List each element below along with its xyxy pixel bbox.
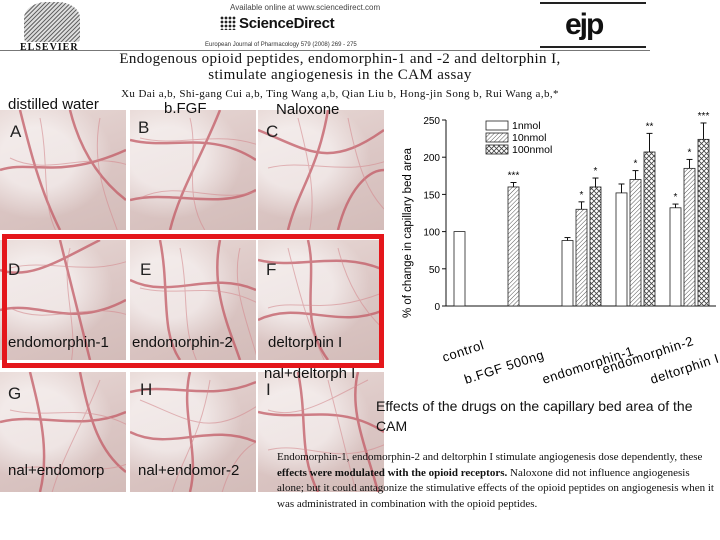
bar bbox=[453, 231, 466, 307]
vessel-pattern bbox=[0, 240, 126, 360]
y-axis-label: % of change in capillary bed area bbox=[402, 147, 414, 318]
significance-mark: * bbox=[688, 147, 692, 158]
category-label: control bbox=[440, 337, 486, 365]
bar bbox=[589, 186, 602, 307]
vessel-pattern bbox=[0, 110, 126, 230]
bar bbox=[683, 167, 696, 307]
authors-line: Xu Dai a,b, Shi-gang Cui a,b, Ting Wang … bbox=[121, 88, 559, 100]
description-bold: effects were modulated with the opioid r… bbox=[277, 466, 508, 479]
header-rule bbox=[0, 50, 650, 51]
vessel-pattern bbox=[130, 240, 256, 360]
elsevier-tree-icon bbox=[24, 2, 80, 42]
bar bbox=[629, 179, 642, 307]
legend-label: 1nmol bbox=[512, 120, 541, 132]
panel-label: deltorphin I bbox=[268, 334, 343, 351]
journal-reference: European Journal of Pharmacology 579 (20… bbox=[205, 42, 357, 48]
paper-title-line-1: Endogenous opioid peptides, endomorphin-… bbox=[119, 51, 561, 67]
y-tick-label: 50 bbox=[429, 265, 441, 276]
panel-letter: B bbox=[138, 118, 150, 137]
cam-photo-c: C bbox=[258, 110, 384, 230]
description-part-2: Naloxone did not influence angiogenesis … bbox=[277, 466, 714, 510]
y-tick-label: 0 bbox=[434, 302, 440, 313]
description-part-1: Endomorphin-1, endomorphin-2 and deltorp… bbox=[277, 451, 703, 463]
significance-mark: * bbox=[580, 190, 584, 201]
publisher-name: ELSEVIER bbox=[20, 42, 79, 53]
significance-mark: * bbox=[634, 159, 638, 170]
legend-swatch bbox=[485, 144, 509, 155]
elsevier-logo: ELSEVIER bbox=[20, 2, 84, 54]
platform-name: ScienceDirect bbox=[239, 15, 335, 32]
significance-mark: * bbox=[674, 192, 678, 203]
panel-letter: E bbox=[140, 260, 152, 279]
panel-letter: H bbox=[140, 380, 153, 399]
y-tick-label: 200 bbox=[423, 153, 440, 164]
significance-mark: ** bbox=[646, 121, 654, 132]
legend-label: 100nmol bbox=[512, 144, 552, 156]
y-tick-label: 250 bbox=[423, 116, 440, 127]
bar bbox=[615, 192, 628, 307]
bar bbox=[669, 207, 682, 307]
cam-photo-a: A bbox=[0, 110, 126, 230]
y-tick-label: 150 bbox=[423, 190, 440, 201]
panel-letter: C bbox=[266, 122, 279, 141]
panel-label: Naloxone bbox=[276, 101, 340, 118]
cam-photo-d: D bbox=[0, 240, 126, 360]
legend-label: 10nmol bbox=[512, 132, 546, 144]
ejp-logo: ejp bbox=[565, 8, 604, 41]
highlight-frame bbox=[2, 234, 384, 368]
capillary-area-chart: 0 50 100 150 200 250 % of change in capillary … bbox=[402, 111, 720, 387]
y-tick-label: 100 bbox=[423, 228, 440, 239]
vessel-pattern bbox=[258, 110, 384, 230]
panel-letter: I bbox=[266, 380, 271, 399]
panel-letter: G bbox=[8, 384, 22, 403]
vessel-pattern bbox=[130, 110, 256, 230]
vessel-pattern bbox=[130, 372, 256, 492]
panel-label: nal+endomorp bbox=[8, 462, 105, 479]
cam-photo-e: E bbox=[130, 240, 256, 360]
paper-title-line-2: stimulate angiogenesis in the CAM assay bbox=[208, 67, 472, 83]
legend-swatch bbox=[485, 132, 509, 143]
available-online-text: Available online at www.sciencedirect.co… bbox=[230, 3, 381, 12]
bar bbox=[697, 138, 710, 307]
bar bbox=[643, 151, 656, 307]
vessel-pattern bbox=[258, 240, 384, 360]
significance-mark: * bbox=[594, 166, 598, 177]
ejp-logo-frame bbox=[540, 2, 646, 48]
legend-swatch bbox=[485, 120, 509, 131]
bar bbox=[575, 208, 588, 307]
sciencedirect-logo: ScienceDirect bbox=[220, 15, 335, 32]
panel-label: nal+endomor-2 bbox=[138, 462, 240, 479]
panel-label: endomorphin-2 bbox=[132, 334, 233, 351]
cam-photo-f: F bbox=[258, 240, 384, 360]
panel-letter: A bbox=[10, 122, 22, 141]
vessel-pattern bbox=[258, 372, 384, 492]
bar bbox=[507, 186, 520, 307]
figure-caption: Effects of the drugs on the capillary be… bbox=[376, 398, 693, 434]
vessel-pattern bbox=[0, 372, 126, 492]
bar bbox=[561, 240, 574, 307]
panel-letter: D bbox=[8, 260, 21, 279]
cam-photo-h: H bbox=[130, 372, 256, 492]
panel-label: b.FGF bbox=[164, 100, 207, 117]
panel-label: endomorphin-1 bbox=[8, 334, 109, 351]
significance-mark: *** bbox=[698, 111, 710, 122]
paper-title: Endogenous opioid peptides, endomorphin-… bbox=[20, 51, 660, 83]
panel-label: nal+deltorph I bbox=[264, 365, 356, 382]
sciencedirect-dots-icon bbox=[220, 16, 236, 30]
cam-photo-b: B bbox=[130, 110, 256, 230]
cam-photo-g: G bbox=[0, 372, 126, 492]
significance-mark: *** bbox=[508, 170, 520, 181]
figure-description: Endomorphin-1, endomorphin-2 and deltorp… bbox=[277, 450, 717, 512]
cam-photo-i: I bbox=[258, 372, 384, 492]
panel-letter: F bbox=[266, 260, 277, 279]
panel-label: distilled water bbox=[8, 96, 99, 113]
